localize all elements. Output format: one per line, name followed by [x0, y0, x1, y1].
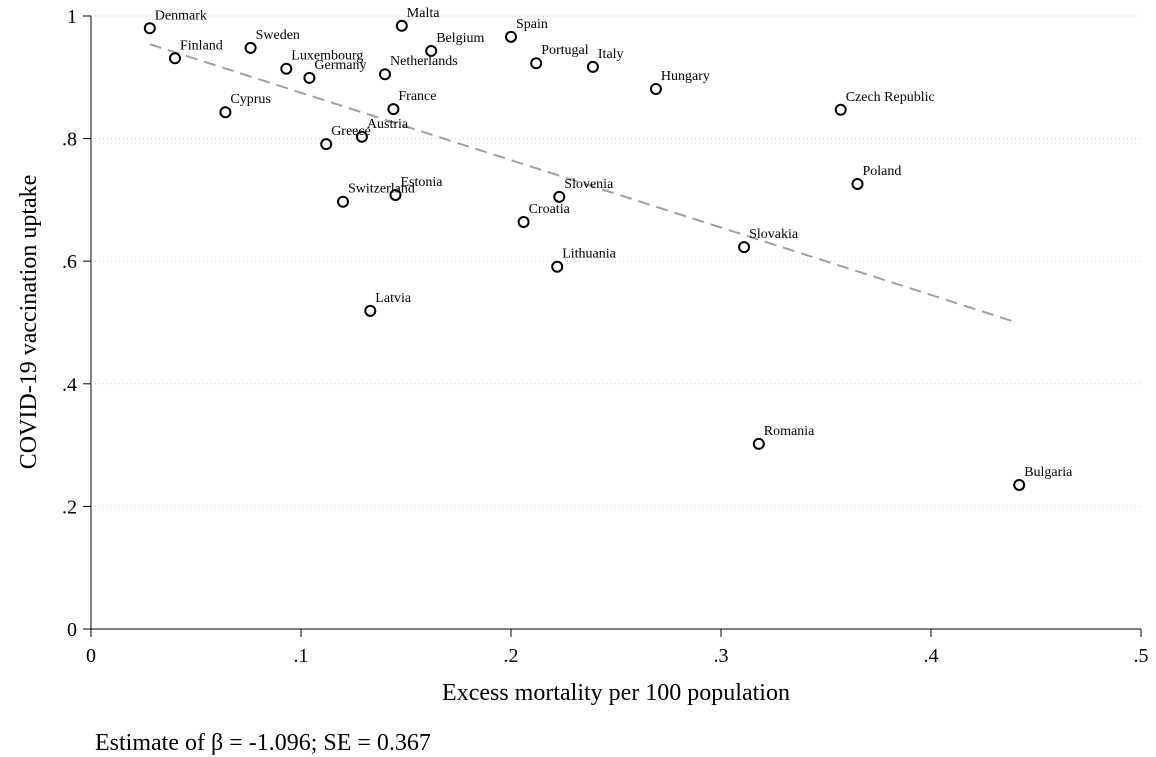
point: [530, 57, 543, 70]
point-label: Estonia: [401, 175, 444, 190]
point-label: Italy: [598, 47, 624, 62]
point-label: Switzerland: [348, 182, 415, 197]
point-label: Germany: [314, 58, 366, 73]
point-label: Hungary: [661, 69, 710, 84]
point-label: Portugal: [541, 43, 589, 58]
point: [320, 138, 333, 151]
point: [738, 241, 751, 254]
point: [553, 190, 566, 203]
point-label: Cyprus: [230, 92, 270, 107]
point-label: Slovenia: [564, 177, 614, 192]
y-tick-label: .8: [62, 129, 77, 151]
point-label: Austria: [367, 117, 409, 132]
point: [395, 19, 408, 32]
point: [851, 177, 864, 190]
point-label: Lithuania: [562, 247, 616, 262]
point: [355, 130, 368, 143]
point-label: Luxembourg: [291, 49, 363, 64]
point: [379, 68, 391, 81]
point-label: Denmark: [155, 8, 207, 23]
y-tick-label: 1: [67, 6, 77, 28]
point: [337, 195, 349, 208]
x-tick-label: .1: [294, 645, 309, 667]
x-tick-label: .3: [714, 645, 729, 667]
point: [219, 106, 232, 119]
point-label: Bulgaria: [1024, 465, 1073, 480]
point: [425, 44, 438, 57]
point: [517, 215, 530, 228]
point-label: Croatia: [529, 202, 571, 217]
point-label: Spain: [516, 17, 548, 32]
point-label: Greece: [331, 124, 371, 139]
x-tick-label: .2: [504, 645, 519, 667]
point: [387, 103, 400, 116]
point-label: Malta: [407, 6, 440, 21]
point: [586, 60, 599, 73]
point: [649, 82, 662, 95]
x-axis-title: Excess mortality per 100 population: [442, 680, 790, 706]
point: [551, 260, 564, 273]
point: [303, 71, 316, 84]
point: [143, 22, 156, 35]
point: [364, 304, 377, 317]
point-label: Poland: [863, 164, 902, 179]
point: [1013, 478, 1026, 491]
y-tick-label: .4: [62, 374, 77, 396]
point-label: Latvia: [375, 291, 412, 306]
point: [834, 103, 847, 116]
point: [752, 437, 765, 450]
point-label: Finland: [180, 38, 223, 53]
y-tick-label: 0: [67, 619, 77, 641]
point: [389, 188, 402, 201]
point-label: Slovakia: [749, 227, 799, 242]
point-label: France: [398, 89, 436, 104]
point: [505, 30, 517, 43]
point: [244, 41, 257, 54]
point-label: Romania: [764, 424, 815, 439]
point: [280, 62, 293, 75]
point-label: Belgium: [436, 31, 484, 46]
point: [169, 52, 181, 65]
note: Estimate of β = -1.096; SE = 0.367: [95, 730, 431, 756]
x-tick-label: 0: [86, 645, 96, 667]
y-tick-label: .6: [62, 251, 77, 273]
point-label: Czech Republic: [846, 90, 935, 105]
x-tick-label: .5: [1134, 645, 1149, 667]
point-label: Netherlands: [390, 54, 458, 69]
point-label: Sweden: [256, 28, 300, 43]
y-tick-label: .2: [62, 496, 77, 518]
y-axis-title: COVID-19 vaccination uptake: [16, 175, 42, 470]
x-tick-label: .4: [924, 645, 939, 667]
